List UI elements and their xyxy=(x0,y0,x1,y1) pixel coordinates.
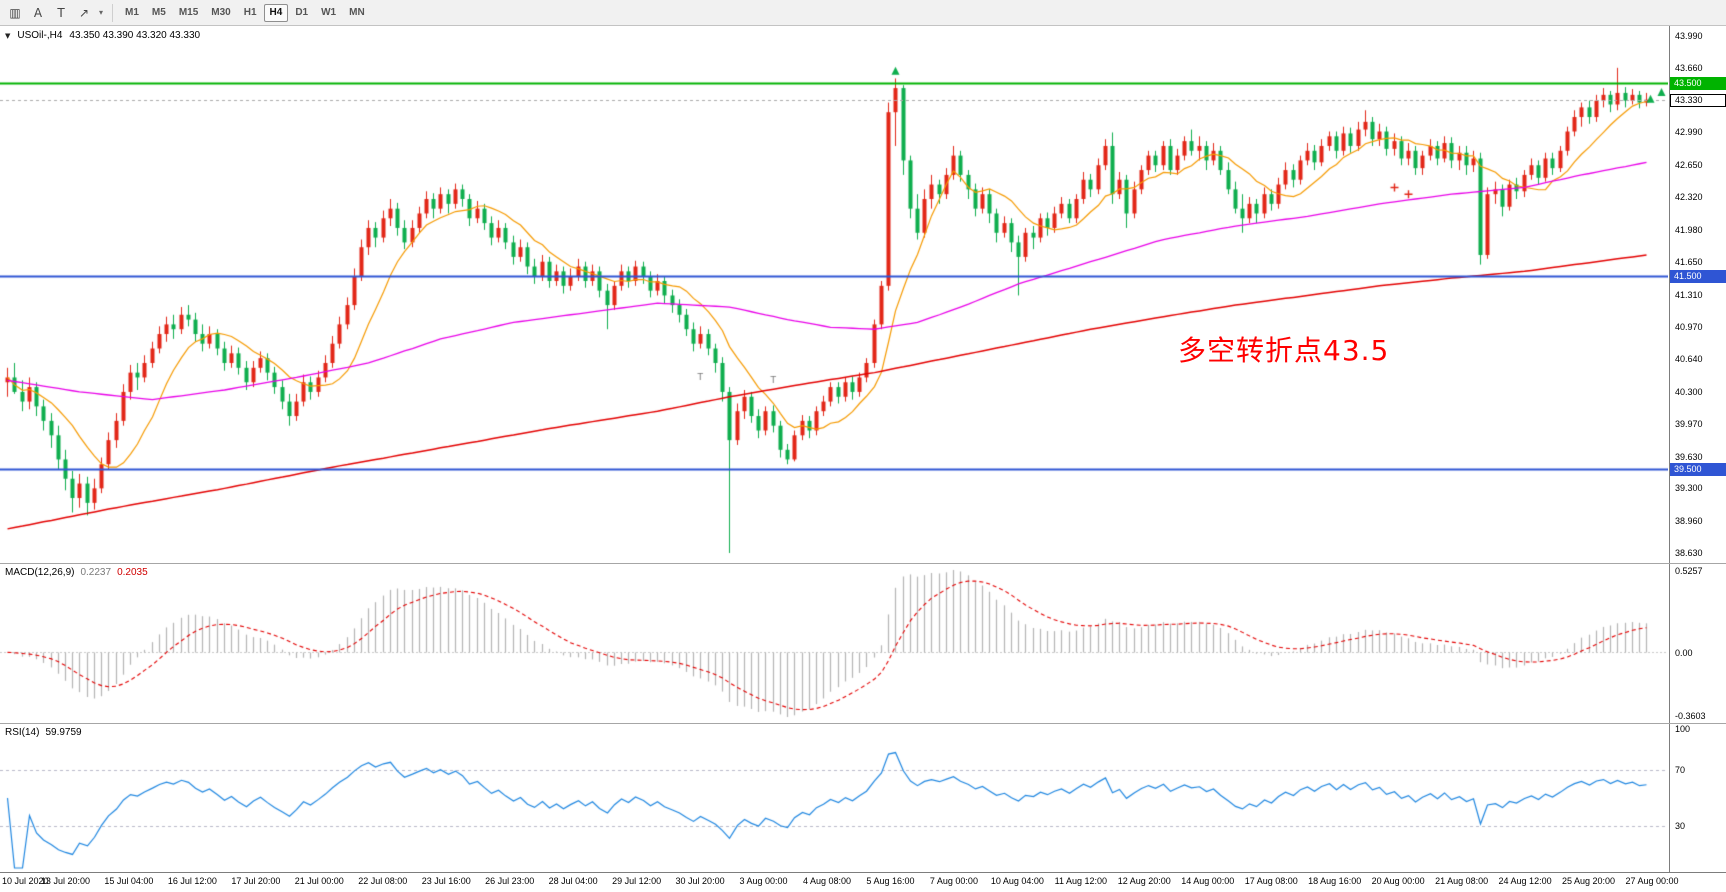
time-axis-label: 7 Aug 00:00 xyxy=(929,876,978,886)
rsi-header: RSI(14) 59.9759 xyxy=(5,727,82,738)
timeframe-button-d1[interactable]: D1 xyxy=(295,7,309,18)
price-tick-label: 41.310 xyxy=(1675,289,1703,300)
macd-pane: MACD(12,26,9) 0.2237 0.2035 xyxy=(0,564,1726,723)
macd-header: MACD(12,26,9) 0.2237 0.2035 xyxy=(5,567,148,578)
time-axis-label: 15 Jul 04:00 xyxy=(104,876,154,886)
macd-title: MACD(12,26,9) xyxy=(5,567,75,578)
annotation-text: 多空转折点43.5 xyxy=(1178,334,1390,367)
time-axis-label: 26 Jul 23:00 xyxy=(485,876,535,886)
time-axis-label: 29 Jul 12:00 xyxy=(612,876,662,886)
rsi-pane: RSI(14) 59.9759 xyxy=(0,724,1726,872)
main-chart-pane: ▼ USOil-,H4 43.350 43.390 43.320 43.330 … xyxy=(0,26,1726,563)
pane-separator[interactable] xyxy=(0,563,1726,564)
time-axis-label: 25 Aug 20:00 xyxy=(1562,876,1616,886)
price-tick-label: 39.300 xyxy=(1675,483,1703,494)
time-axis-label: 10 Aug 04:00 xyxy=(990,876,1044,886)
time-axis-label: 21 Jul 00:00 xyxy=(294,876,344,886)
price-tick-label: 40.300 xyxy=(1675,386,1703,397)
main-chart-canvas[interactable] xyxy=(0,26,1668,563)
symbol-timeframe-label: USOil-,H4 xyxy=(17,30,63,41)
price-tick-label: 40.970 xyxy=(1675,322,1703,333)
rsi-axis-label: 100 xyxy=(1675,724,1691,734)
timeframe-button-h1[interactable]: H1 xyxy=(243,7,257,18)
pane-separator[interactable] xyxy=(0,723,1726,724)
time-axis-label: 11 Aug 12:00 xyxy=(1054,876,1108,886)
timeframe-button-w1[interactable]: W1 xyxy=(321,7,337,18)
time-axis-label: 30 Jul 20:00 xyxy=(675,876,725,886)
rsi-axis-label: 70 xyxy=(1675,765,1686,775)
time-axis[interactable]: 10 Jul 2020 13 Jul 20:00 15 Jul 04:00 16 Ju… xyxy=(0,872,1726,892)
rsi-value: 59.9759 xyxy=(45,727,82,738)
price-tick-label: 42.990 xyxy=(1675,127,1703,138)
text-annotation-icon[interactable]: A xyxy=(33,5,43,20)
time-axis-label: 23 Jul 16:00 xyxy=(421,876,471,886)
price-tick-label: 42.320 xyxy=(1675,192,1703,203)
price-tick-label: 41.650 xyxy=(1675,256,1703,267)
time-axis-label: 21 Aug 08:00 xyxy=(1435,876,1489,886)
time-axis-label: 27 Aug 00:00 xyxy=(1625,876,1679,886)
hline-price-badge: 39.500 xyxy=(1670,463,1726,477)
macd-axis-label: 0.5257 xyxy=(1675,566,1703,576)
chart-dropdown-icon[interactable]: ▼ xyxy=(5,31,11,40)
rsi-title: RSI(14) xyxy=(5,727,40,738)
chart-header: ▼ USOil-,H4 43.350 43.390 43.320 43.330 xyxy=(5,30,200,41)
arrow-draw-dropdown-caret[interactable]: ▾ xyxy=(98,8,103,17)
price-tick-label: 43.660 xyxy=(1675,62,1703,73)
time-axis-label: 18 Aug 16:00 xyxy=(1308,876,1362,886)
timeframe-button-m15[interactable]: M15 xyxy=(178,7,199,18)
rsi-canvas[interactable] xyxy=(0,724,1668,872)
macd-axis-label: -0.3603 xyxy=(1675,711,1706,721)
arrow-draw-icon[interactable]: ↗ xyxy=(78,5,90,20)
price-axis[interactable]: 43.990 43.660 43.330 42.990 42.650 42.320 41.9… xyxy=(1669,26,1726,872)
price-tick-label: 39.630 xyxy=(1675,451,1703,462)
time-axis-label: 12 Aug 20:00 xyxy=(1117,876,1171,886)
chart-area: ▼ USOil-,H4 43.350 43.390 43.320 43.330 … xyxy=(0,26,1726,892)
time-axis-label: 4 Aug 08:00 xyxy=(802,876,852,886)
time-axis-label: 14 Aug 00:00 xyxy=(1181,876,1235,886)
price-tick-label: 43.990 xyxy=(1675,31,1703,41)
timeframe-button-m1[interactable]: M1 xyxy=(125,7,139,18)
macd-canvas[interactable] xyxy=(0,564,1668,723)
timeframe-button-mn[interactable]: MN xyxy=(349,7,365,18)
time-axis-label: 13 Jul 20:00 xyxy=(40,876,90,886)
hline-price-badge: 41.500 xyxy=(1670,270,1726,284)
time-axis-label: 20 Aug 00:00 xyxy=(1371,876,1425,886)
ohlc-values: 43.350 43.390 43.320 43.330 xyxy=(69,30,201,41)
time-axis-label: 5 Aug 16:00 xyxy=(866,876,915,886)
text-label-icon[interactable]: T xyxy=(57,5,65,20)
time-axis-label: 24 Aug 12:00 xyxy=(1498,876,1552,886)
time-axis-label: 16 Jul 12:00 xyxy=(167,876,217,886)
toolbar-separator xyxy=(112,3,113,22)
time-axis-label: 17 Jul 20:00 xyxy=(231,876,281,886)
price-tick-label: 38.630 xyxy=(1675,548,1703,558)
timeframe-button-m30[interactable]: M30 xyxy=(211,7,231,18)
timeframe-button-h4[interactable]: H4 xyxy=(263,3,289,22)
current-price-badge: 43.330 xyxy=(1670,93,1726,107)
time-axis-label: 28 Jul 04:00 xyxy=(548,876,598,886)
toolbar: ▥ A T ↗ ▾ M1 M5 M15 M30 H1 H4 D1 W1 MN xyxy=(0,0,1726,26)
hline-price-badge: 43.500 xyxy=(1670,77,1726,91)
timeframe-button-m5[interactable]: M5 xyxy=(151,7,166,18)
macd-axis-label: 0.00 xyxy=(1675,647,1693,658)
macd-value-signal: 0.2035 xyxy=(117,567,148,578)
time-axis-label: 22 Jul 08:00 xyxy=(358,876,408,886)
price-tick-label: 42.650 xyxy=(1675,160,1703,171)
price-tick-label: 41.980 xyxy=(1675,224,1703,235)
price-tick-label: 38.960 xyxy=(1675,516,1703,527)
chart-window-icon[interactable]: ▥ xyxy=(9,5,21,20)
macd-value-main: 0.2237 xyxy=(80,567,112,578)
time-axis-label: 10 Jul 2020 xyxy=(2,876,49,886)
time-axis-label: 3 Aug 00:00 xyxy=(739,876,788,886)
price-tick-label: 39.970 xyxy=(1675,418,1703,429)
time-axis-label: 17 Aug 08:00 xyxy=(1244,876,1298,886)
rsi-axis-label: 30 xyxy=(1675,821,1686,831)
price-tick-label: 40.640 xyxy=(1675,354,1703,365)
